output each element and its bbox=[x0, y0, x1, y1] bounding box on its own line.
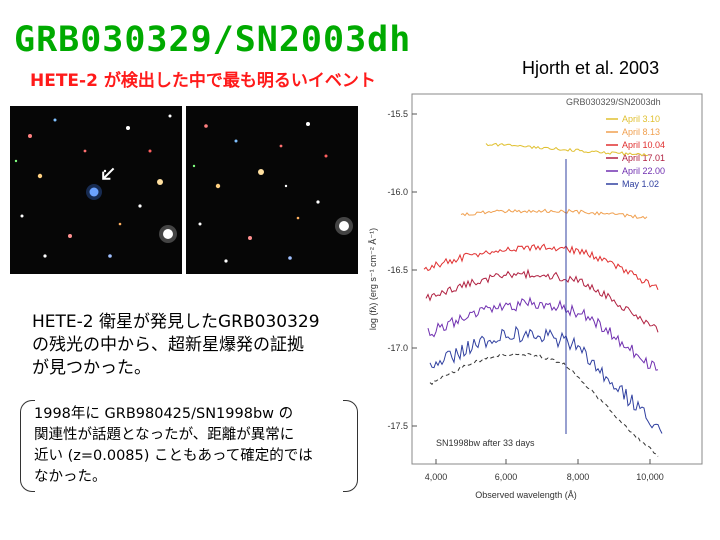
spectrum-title: GRB030329/SN2003dh bbox=[566, 97, 661, 107]
x-tick-label: 6,000 bbox=[495, 472, 518, 482]
legend-label: April 10.04 bbox=[622, 140, 665, 150]
sky-image-reference bbox=[186, 106, 358, 274]
spectrum-curve bbox=[485, 142, 649, 157]
note-line: 関連性が話題となったが、距離が異常に bbox=[34, 427, 295, 443]
spectrum-curve bbox=[460, 208, 648, 220]
caption-line: の残光の中から、超新星爆発の証拠 bbox=[32, 335, 304, 355]
note-text: 1998年に GRB980425/SN1998bw の 関連性が話題となったが、… bbox=[34, 404, 350, 488]
legend-label: April 8.13 bbox=[622, 127, 660, 137]
y-tick-label: -17.0 bbox=[387, 343, 408, 353]
star-field-left bbox=[10, 106, 182, 274]
spectrum-plot: GRB030329/SN2003dh log (fλ) (erg s⁻¹ cm⁻… bbox=[368, 93, 703, 500]
left-bracket bbox=[20, 400, 35, 492]
legend-label: May 1.02 bbox=[622, 179, 659, 189]
note-line: 近い (z=0.0085) こともあって確定的では bbox=[34, 448, 313, 464]
caption-line: が見つかった。 bbox=[32, 358, 151, 378]
spectrum-curve bbox=[423, 243, 659, 290]
spectrum-curve bbox=[429, 352, 659, 457]
sn1998bw-annotation: SN1998bw after 33 days bbox=[436, 438, 535, 448]
y-tick-label: -15.5 bbox=[387, 109, 408, 119]
x-axis-label: Observed wavelength (Å) bbox=[475, 490, 577, 500]
y-tick-label: -17.5 bbox=[387, 421, 408, 431]
spectrum-figure: GRB030329/SN2003dh log (fλ) (erg s⁻¹ cm⁻… bbox=[366, 84, 708, 504]
page-title: GRB030329/SN2003dh bbox=[14, 20, 412, 60]
legend-label: April 3.10 bbox=[622, 114, 660, 124]
y-tick-label: -16.0 bbox=[387, 187, 408, 197]
x-tick-label: 4,000 bbox=[425, 472, 448, 482]
legend-label: April 22.00 bbox=[622, 166, 665, 176]
star-field-right bbox=[186, 106, 358, 274]
page-subtitle: HETE-2 が検出した中で最も明るいイベント bbox=[30, 71, 376, 91]
credit-label: Hjorth et al. 2003 bbox=[522, 58, 660, 78]
caption-line: HETE-2 衛星が発見したGRB030329 bbox=[32, 312, 320, 332]
note-box: 1998年に GRB980425/SN1998bw の 関連性が話題となったが、… bbox=[20, 400, 358, 492]
caption-text: HETE-2 衛星が発見したGRB030329 の残光の中から、超新星爆発の証拠… bbox=[32, 311, 362, 380]
sky-image-afterglow bbox=[10, 106, 182, 274]
spectrum-curve bbox=[425, 268, 659, 333]
spectrum-curve bbox=[427, 296, 659, 371]
spectrum-curve bbox=[429, 325, 663, 434]
y-axis-label: log (fλ) (erg s⁻¹ cm⁻² Å⁻¹) bbox=[368, 228, 378, 330]
note-line: なかった。 bbox=[34, 469, 107, 485]
arrow-icon bbox=[102, 167, 115, 180]
legend-label: April 17.01 bbox=[622, 153, 665, 163]
y-tick-label: -16.5 bbox=[387, 265, 408, 275]
note-line: 1998年に GRB980425/SN1998bw の bbox=[34, 406, 294, 422]
x-tick-label: 8,000 bbox=[567, 472, 590, 482]
x-tick-label: 10,000 bbox=[636, 472, 664, 482]
